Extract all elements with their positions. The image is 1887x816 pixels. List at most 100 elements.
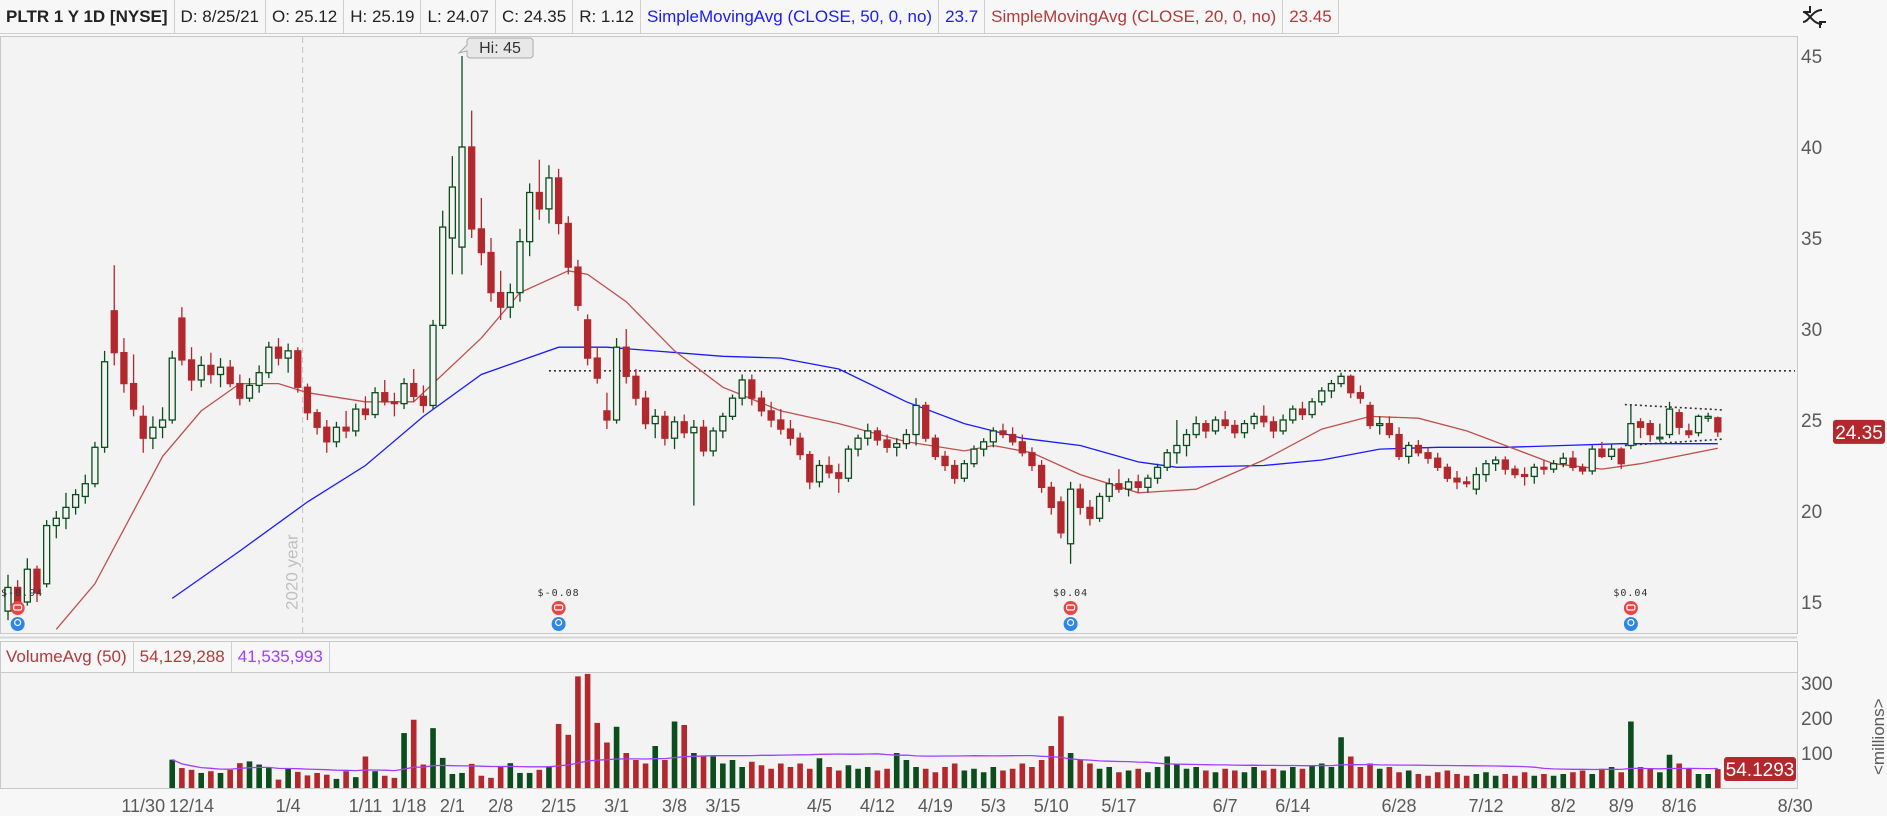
volume-bar[interactable] [1550,775,1557,788]
candle-down[interactable] [1395,433,1403,458]
candle-down[interactable] [1501,459,1509,470]
volume-bar[interactable] [778,763,784,789]
candle-down[interactable] [922,404,930,439]
candle-down[interactable] [342,426,350,432]
candle-up[interactable] [690,426,698,434]
candle-down[interactable] [1463,481,1471,485]
dividend-bulb-icon[interactable] [551,617,566,631]
candle-down[interactable] [187,359,196,381]
candle-up[interactable] [1289,408,1297,421]
volume-bar[interactable] [691,753,697,788]
volume-bar[interactable] [391,777,398,788]
volume-bar[interactable] [1589,774,1596,788]
candle-up[interactable] [1095,495,1104,519]
candle-up[interactable] [1482,463,1490,476]
volume-bar[interactable] [439,757,446,788]
candle-up[interactable] [1549,463,1558,470]
volume-bar[interactable] [594,722,601,788]
candle-up[interactable] [970,448,978,465]
candle-down[interactable] [873,430,882,441]
volume-bar[interactable] [1077,760,1084,788]
candle-up[interactable] [4,586,12,612]
volume-bar[interactable] [1502,774,1509,788]
volume-bar[interactable] [1145,772,1151,788]
candle-down[interactable] [1598,448,1606,458]
volume-bar[interactable] [1000,770,1006,789]
candle-down[interactable] [1636,421,1645,428]
candle-up[interactable] [1656,436,1664,440]
candle-down[interactable] [1356,392,1365,399]
candle-down[interactable] [825,464,833,474]
volume-bar[interactable] [961,770,968,789]
candle-up[interactable] [1472,473,1480,490]
candle-down[interactable] [641,397,650,425]
volume-bar[interactable] [1289,767,1296,788]
candle-down[interactable] [1443,466,1451,479]
volume-bar[interactable] [613,726,620,788]
volume-bar[interactable] [1261,770,1267,789]
candle-up[interactable] [168,357,176,421]
candle-up[interactable] [1279,419,1287,432]
candle-down[interactable] [999,430,1007,436]
candle-down[interactable] [1231,424,1239,434]
volume-bar[interactable] [1106,767,1113,788]
volume-bar[interactable] [179,768,185,788]
volume-bar[interactable] [333,778,340,788]
candle-down[interactable] [1076,488,1084,509]
candle-down[interactable] [381,392,389,403]
candle-down[interactable] [487,251,495,294]
candle-up[interactable] [612,346,621,421]
volume-bar[interactable] [942,767,948,788]
volume-bar[interactable] [1657,772,1663,788]
volume-bar[interactable] [459,772,465,788]
earnings-call-icon[interactable] [1063,601,1078,615]
candle-up[interactable] [62,506,70,519]
volume-bar[interactable] [1512,775,1518,788]
candle-up[interactable] [23,568,31,603]
volume-bar[interactable] [285,768,291,788]
volume-bar[interactable] [826,767,832,788]
volume-bar[interactable] [642,763,649,789]
candle-up[interactable] [516,240,524,294]
volume-bar[interactable] [604,742,610,789]
volume-bar[interactable] [1676,763,1682,789]
volume-bar[interactable] [729,760,736,788]
volume-bar[interactable] [739,767,745,788]
volume-bar[interactable] [1386,767,1393,788]
volume-bar[interactable] [217,772,224,788]
candle-down[interactable] [303,386,312,414]
volume-bar[interactable] [1087,763,1093,789]
candle-down[interactable] [757,397,766,412]
candle-down[interactable] [680,421,688,434]
candle-down[interactable] [33,568,41,594]
volume-bar[interactable] [1347,756,1354,789]
candle-down[interactable] [468,146,476,230]
volume-bar[interactable] [1222,768,1228,788]
candle-up[interactable] [1627,422,1635,447]
candle-up[interactable] [506,291,514,308]
volume-bar[interactable] [1096,768,1103,788]
volume-bar[interactable] [1212,772,1219,788]
volume-bar[interactable] [208,771,214,788]
volume-bar[interactable] [903,760,910,788]
candle-up[interactable] [1376,422,1384,427]
candle-up[interactable] [52,517,60,527]
volume-bar[interactable] [304,775,311,788]
candle-up[interactable] [71,493,80,509]
volume-bar[interactable] [381,775,388,788]
volume-bar[interactable] [623,753,630,788]
volume-bar[interactable] [652,746,659,788]
volume-bar[interactable] [497,767,504,788]
volume-bar[interactable] [1695,774,1702,788]
candle-down[interactable] [1298,408,1307,416]
volume-bar[interactable] [1067,753,1074,788]
volume-bar[interactable] [362,756,369,789]
candle-down[interactable] [1540,466,1548,470]
candle-up[interactable] [864,430,872,439]
volume-bar[interactable] [855,768,861,788]
candle-down[interactable] [574,266,582,306]
volume-bar[interactable] [1058,716,1064,788]
candle-up[interactable] [1694,415,1703,434]
candle-up[interactable] [651,415,659,425]
volume-bar[interactable] [1251,767,1257,788]
